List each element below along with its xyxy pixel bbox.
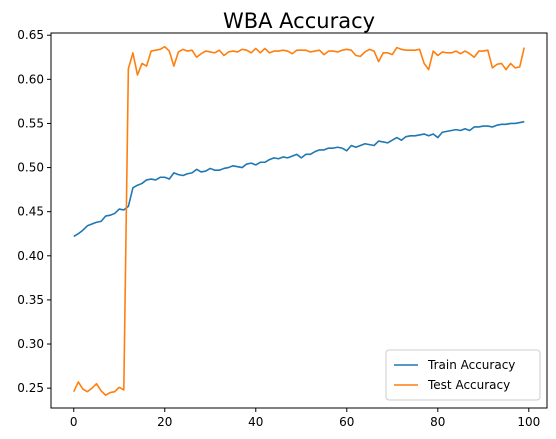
chart-title: WBA Accuracy — [223, 9, 375, 33]
x-tick-label: 40 — [248, 415, 263, 429]
x-tick-label: 100 — [517, 415, 540, 429]
x-tick-label: 0 — [70, 415, 78, 429]
series-layer — [73, 45, 526, 397]
x-tick-label: 20 — [157, 415, 172, 429]
legend-label-test: Test Accuracy — [427, 378, 510, 392]
y-tick-label: 0.50 — [17, 161, 44, 175]
y-tick-label: 0.45 — [17, 205, 44, 219]
y-tick-label: 0.55 — [17, 116, 44, 130]
plot-frame — [50, 32, 548, 409]
x-tick-label: 60 — [339, 415, 354, 429]
x-tick-label: 80 — [430, 415, 445, 429]
y-tick-label: 0.65 — [17, 28, 44, 42]
y-tick-label: 0.60 — [17, 72, 44, 86]
series-line-train — [73, 120, 525, 238]
x-axis: 0 20 40 60 80 100 — [70, 408, 540, 429]
plot-area — [51, 33, 547, 408]
legend-label-train: Train Accuracy — [427, 358, 515, 372]
y-tick-label: 0.35 — [17, 293, 44, 307]
legend: Train Accuracy Test Accuracy — [385, 349, 541, 401]
series-line-test — [73, 45, 526, 397]
y-tick-label: 0.40 — [17, 249, 44, 263]
y-tick-label: 0.30 — [17, 337, 44, 351]
y-axis: 0.25 0.30 0.35 0.40 0.45 0.50 0.55 0.60 0.65 — [17, 28, 51, 395]
legend-box — [385, 349, 541, 401]
y-tick-label: 0.25 — [17, 381, 44, 395]
